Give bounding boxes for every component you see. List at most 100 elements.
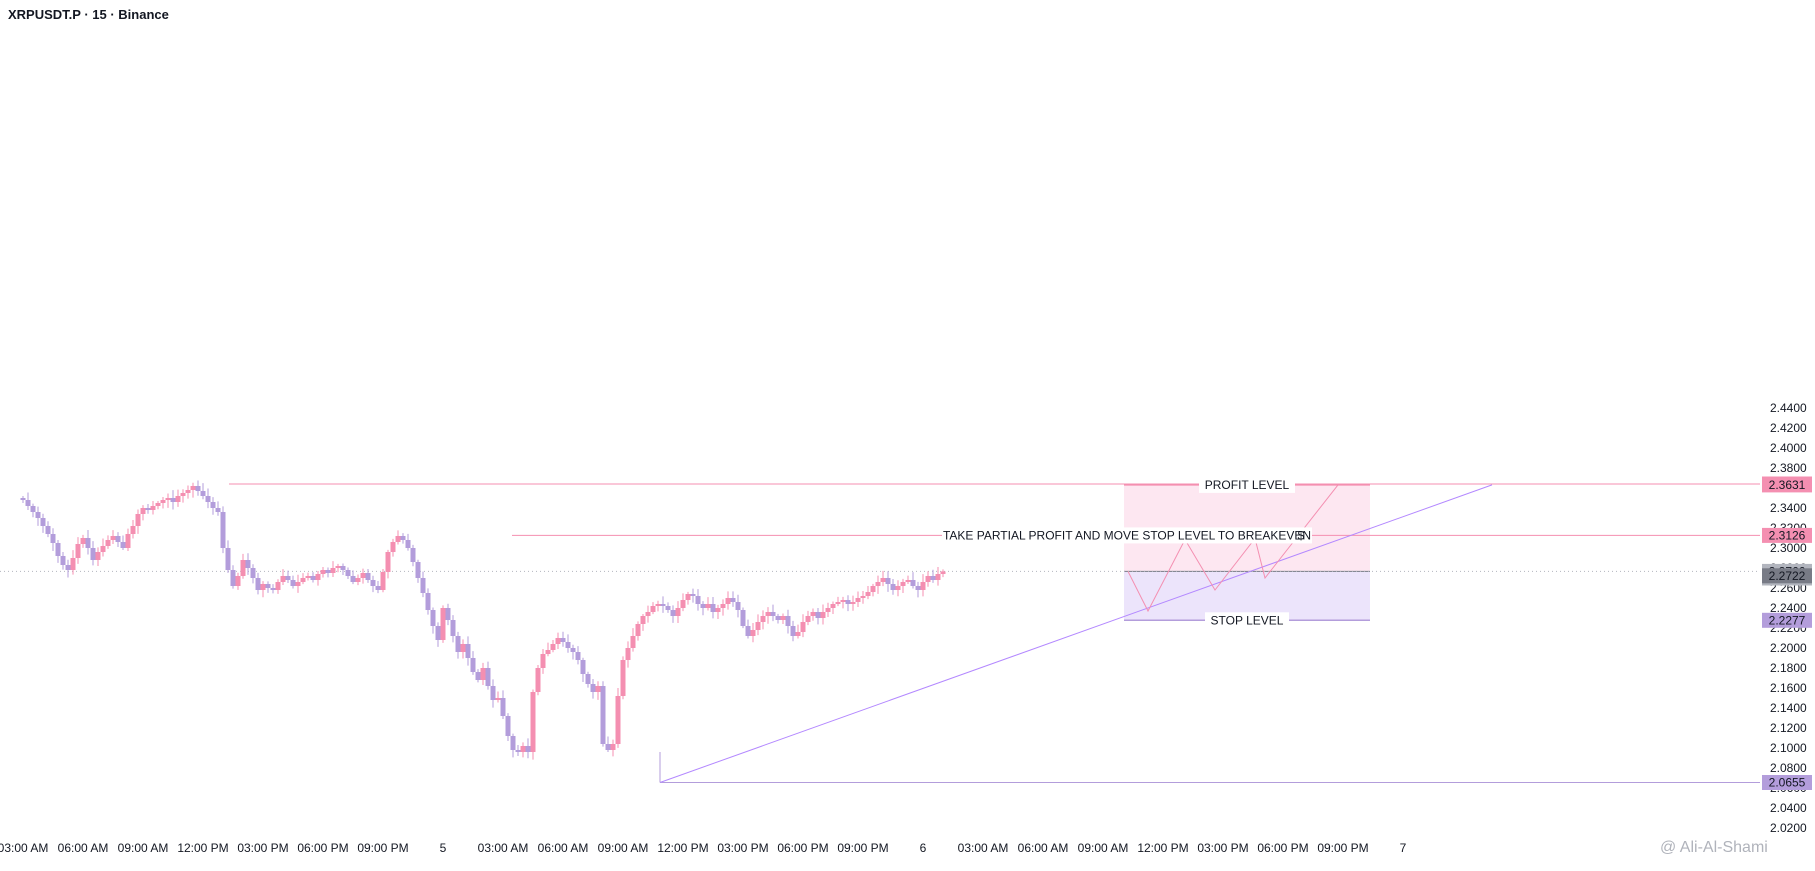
candle-body <box>125 534 131 548</box>
candle-body <box>615 696 621 744</box>
candle-body <box>365 573 371 580</box>
candle-body <box>280 576 286 582</box>
candle-body <box>40 518 46 526</box>
y-tick-label: 2.0400 <box>1770 801 1807 815</box>
candle-body <box>305 576 311 578</box>
price-label-text: 2.3631 <box>1769 478 1806 492</box>
x-tick-label: 09:00 PM <box>1317 841 1368 855</box>
candle-body <box>875 582 881 586</box>
x-tick-label: 06:00 PM <box>777 841 828 855</box>
candle-body <box>245 560 251 568</box>
candle-body <box>645 612 651 616</box>
candle-body <box>560 638 566 642</box>
price-label-box <box>1762 612 1812 628</box>
candle-body <box>550 644 556 650</box>
candle-body <box>850 602 856 604</box>
candle-body <box>285 576 291 580</box>
candle-body <box>790 626 796 636</box>
candle-body <box>630 636 636 648</box>
candle-body <box>665 606 671 610</box>
candle-body <box>150 506 156 510</box>
candle-body <box>825 608 831 612</box>
x-tick-label: 12:00 PM <box>657 841 708 855</box>
candle-body <box>455 636 461 652</box>
candle-body <box>705 604 711 608</box>
price-label-text: 2.0655 <box>1769 776 1806 790</box>
candle-body <box>330 568 336 573</box>
candle-body <box>570 648 576 652</box>
candle-body <box>155 503 161 506</box>
candle-body <box>785 616 791 626</box>
candle-body <box>380 572 386 590</box>
x-tick-label: 09:00 AM <box>118 841 169 855</box>
price-label-box <box>1762 527 1812 543</box>
candle-body <box>510 736 516 750</box>
candle-body <box>25 500 31 506</box>
candle-body <box>635 624 641 636</box>
partial-profit-label: TAKE PARTIAL PROFIT AND MOVE STOP LEVEL … <box>943 528 1311 542</box>
candle-body <box>425 593 431 610</box>
candle-body <box>575 652 581 660</box>
x-tick-label: 06:00 PM <box>297 841 348 855</box>
candle-body <box>925 576 931 582</box>
x-tick-label: 06:00 AM <box>1018 841 1069 855</box>
candle-body <box>610 744 616 750</box>
candle-body <box>445 608 451 620</box>
x-tick-label: 03:00 PM <box>717 841 768 855</box>
x-tick-label: 03:00 PM <box>1197 841 1248 855</box>
partial-label-bg <box>942 527 1312 544</box>
candle-body <box>390 542 396 552</box>
candle-body <box>80 538 86 544</box>
candle-body <box>65 565 71 570</box>
price-labels: 2.36402.36312.31262.276612:262.27222.227… <box>1762 476 1812 790</box>
stop-label-bg <box>1205 612 1289 629</box>
candle-body <box>605 744 611 750</box>
candle-body <box>915 586 921 590</box>
candle-body <box>310 576 316 580</box>
x-tick-label: 09:00 AM <box>598 841 649 855</box>
x-tick-label: 09:00 AM <box>1078 841 1129 855</box>
candle-body <box>555 638 561 644</box>
candle-body <box>780 616 786 620</box>
candle-body <box>700 604 706 608</box>
candle-body <box>450 620 456 636</box>
x-tick-label: 5 <box>440 841 447 855</box>
candle-body <box>740 610 746 626</box>
y-tick-label: 2.1200 <box>1770 721 1807 735</box>
profit-level-label: PROFIT LEVEL <box>1205 478 1290 492</box>
candle-body <box>100 546 106 552</box>
watermark: @ Ali-Al-Shami <box>1660 839 1768 856</box>
candle-body <box>770 612 776 616</box>
candle-body <box>335 566 341 568</box>
candle-body <box>415 562 421 578</box>
candle-body <box>805 616 811 622</box>
time-axis[interactable]: 03:00 AM 06:00 AM 09:00 AM 12:00 PM 03:00 PM… <box>0 841 1407 855</box>
candle-body <box>885 578 891 584</box>
candle-body <box>520 746 526 752</box>
x-tick-label: 12:00 PM <box>1137 841 1188 855</box>
candle-body <box>400 536 406 540</box>
candle-body <box>685 594 691 600</box>
candle-body <box>860 596 866 598</box>
price-label-text: 2.3126 <box>1769 528 1806 542</box>
candle-body <box>410 548 416 562</box>
dollar-icon: $ <box>1298 528 1305 542</box>
symbol-title[interactable]: XRPUSDT.P · 15 · Binance <box>8 7 169 22</box>
candle-body <box>725 598 731 604</box>
candle-body <box>505 716 511 736</box>
candle-body <box>655 604 661 606</box>
candle-body <box>115 536 121 542</box>
candle-body <box>180 493 186 496</box>
candle-body <box>385 552 391 572</box>
candle-body <box>85 538 91 548</box>
candle-body <box>165 498 171 500</box>
candle-body <box>50 534 56 543</box>
candle-body <box>395 536 401 542</box>
candle-body <box>660 604 666 606</box>
candle-body <box>355 578 361 582</box>
y-tick-label: 2.4200 <box>1770 421 1807 435</box>
candle-body <box>730 598 736 602</box>
candle-body <box>470 658 476 672</box>
candle-body <box>515 750 521 752</box>
